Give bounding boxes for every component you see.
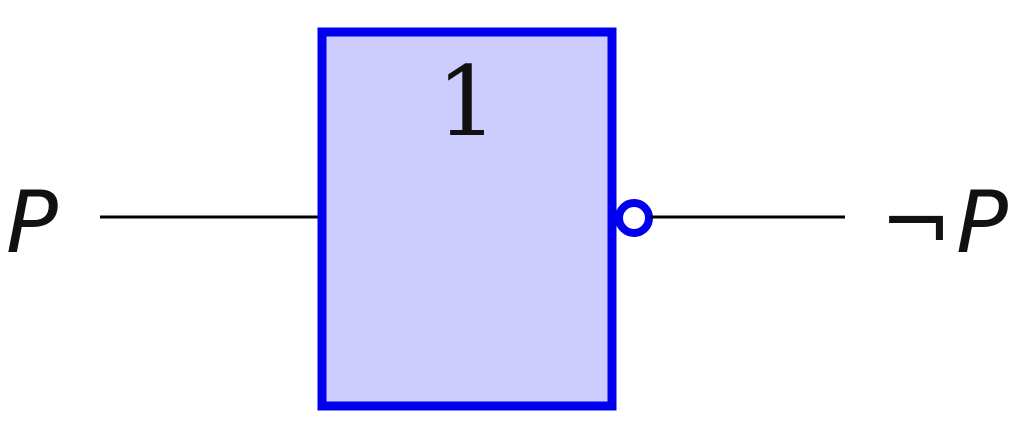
input-label: P xyxy=(6,173,58,273)
negation-symbol: ¬ xyxy=(880,173,952,273)
gate-symbol: 1 xyxy=(436,46,497,158)
output-label: ¬P xyxy=(880,173,1008,273)
negation-bubble xyxy=(615,199,653,237)
output-variable: P xyxy=(956,173,1008,273)
gate-body xyxy=(317,27,617,411)
